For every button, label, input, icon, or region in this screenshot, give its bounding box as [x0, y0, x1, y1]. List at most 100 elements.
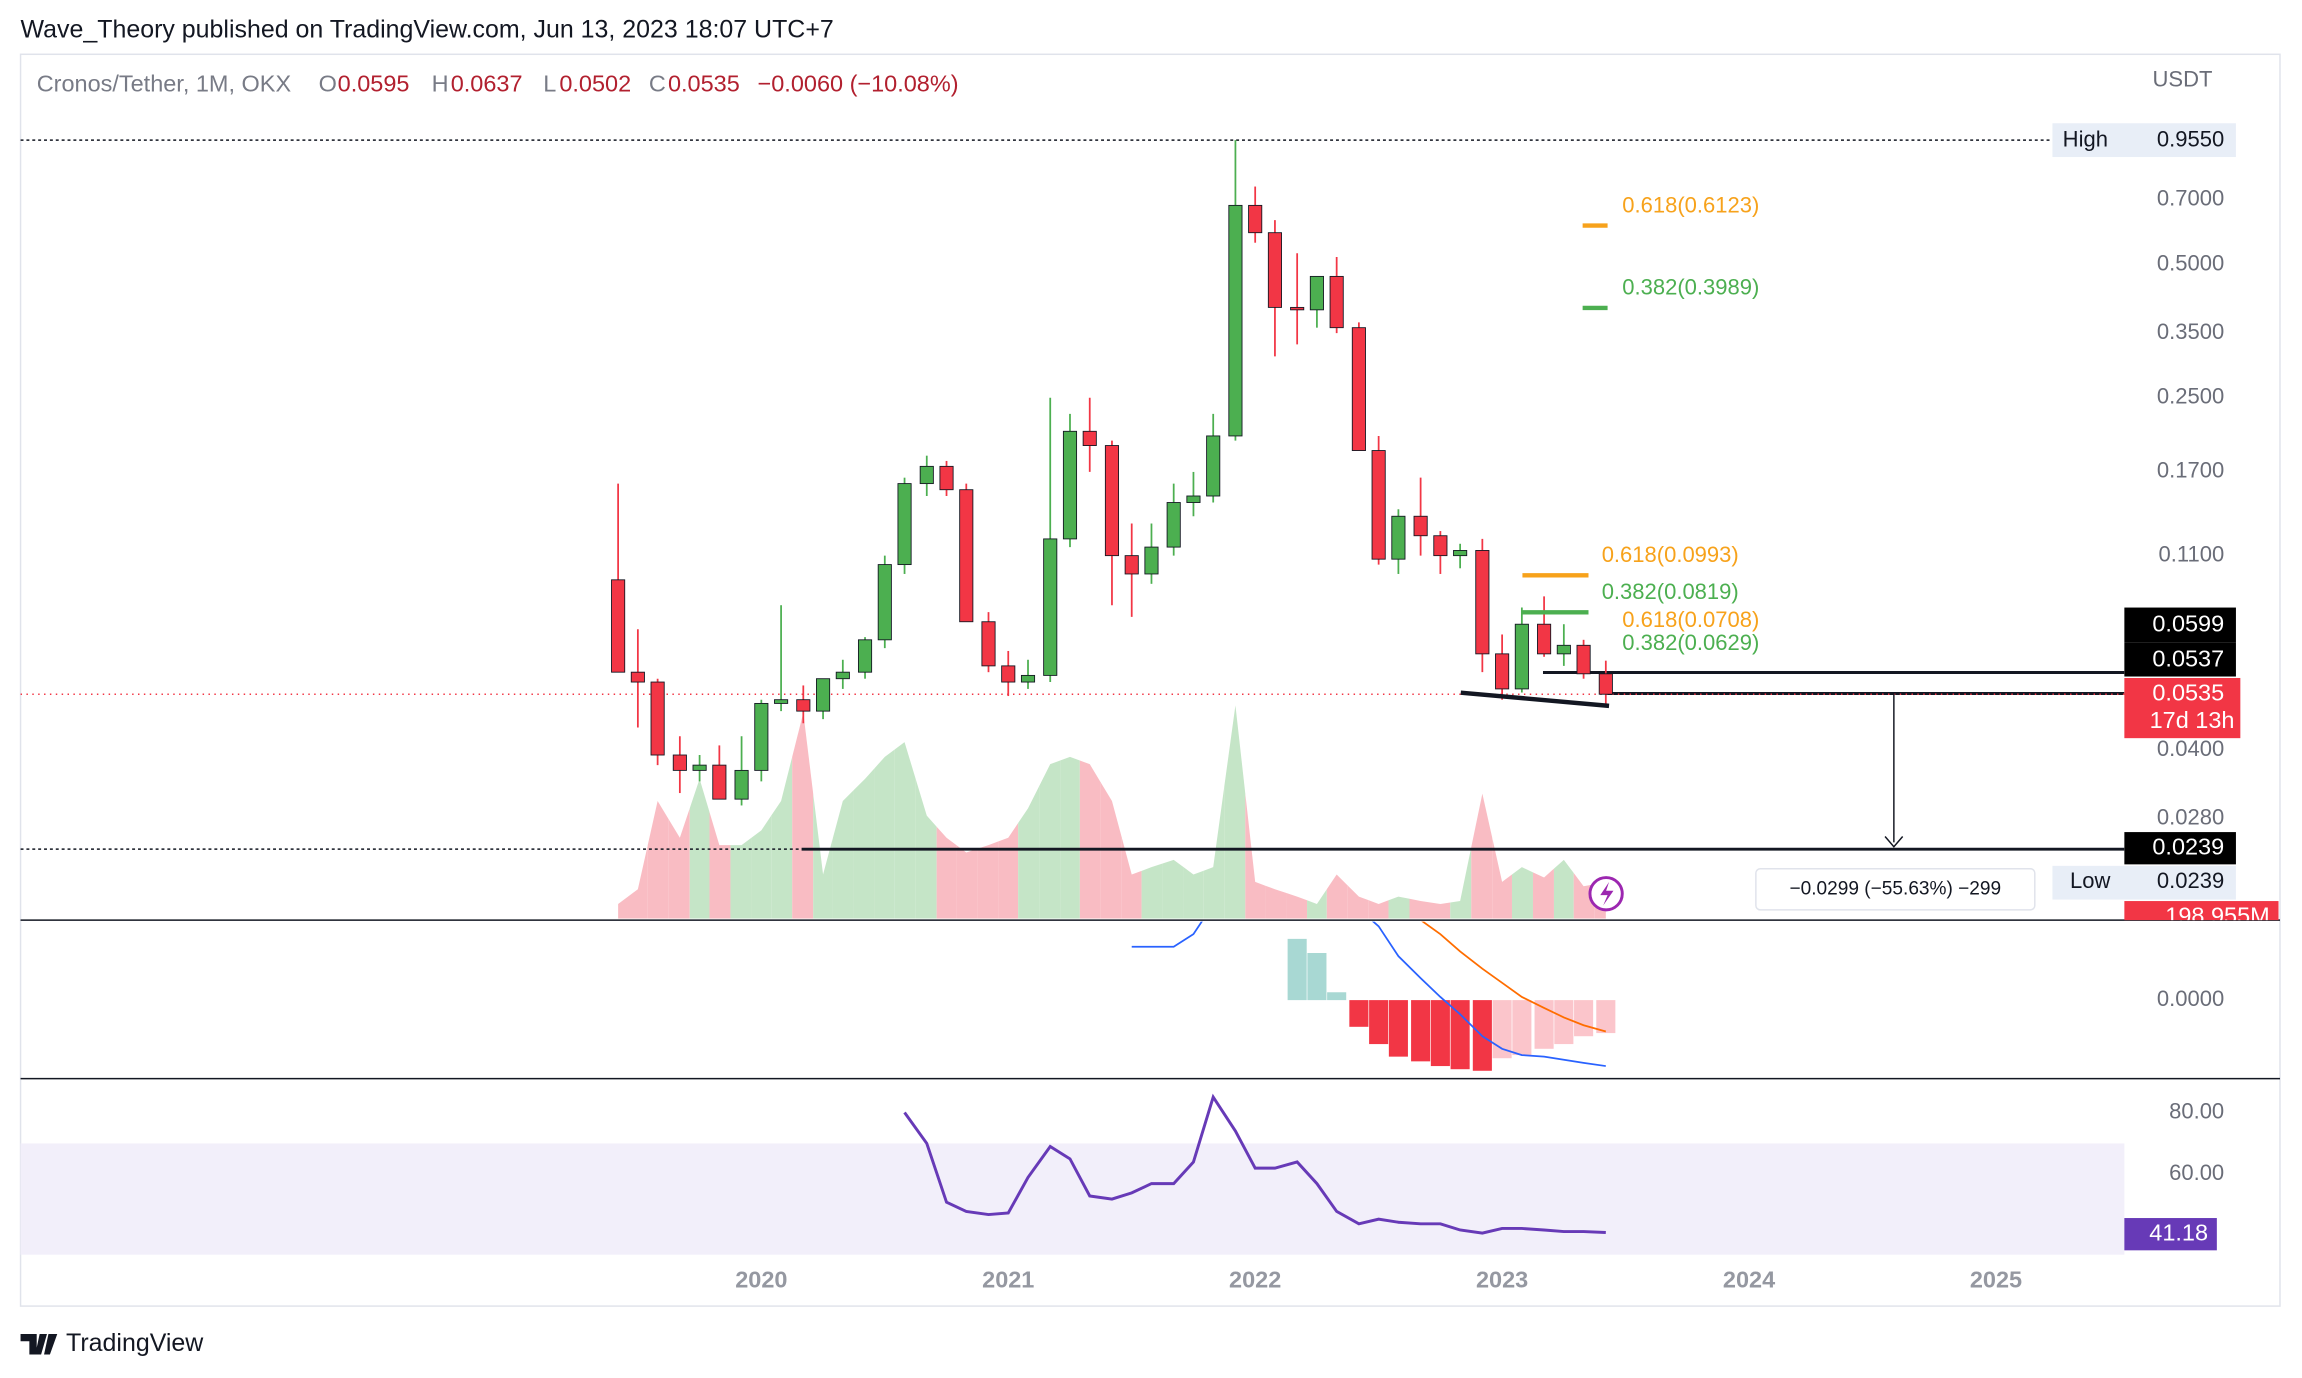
trend-line [1460, 690, 1610, 709]
volume-tag-group: 198.955M [2124, 901, 2279, 921]
volume-area [1409, 898, 1431, 919]
candle-body [1124, 555, 1139, 575]
volume-area [627, 845, 648, 919]
candle-body [1351, 327, 1366, 451]
candle-body [734, 769, 749, 800]
price-layer [20, 139, 2125, 851]
candle-body [857, 639, 873, 673]
volume-area [792, 712, 814, 919]
macd-histogram-bar [1534, 1000, 1554, 1049]
macd-histogram-bar [1512, 1000, 1532, 1056]
candle-body [1556, 644, 1571, 655]
candle-body [1433, 535, 1448, 557]
macd-histogram-bar [1349, 1000, 1369, 1027]
macd-histogram-bar [1554, 1000, 1574, 1045]
macd-histogram-bar [1287, 938, 1307, 1001]
volume-area [1368, 900, 1389, 919]
price-tag [2124, 642, 2236, 677]
volume-area [771, 756, 793, 919]
candle-body [959, 489, 974, 623]
rsi-line [903, 1093, 1606, 1235]
candle-body [1329, 275, 1344, 329]
high-label: High [2063, 127, 2108, 152]
high-tag [2052, 123, 2236, 158]
low-value: 0.0239 [2157, 868, 2224, 893]
axis-layer: 0.7000 0.5000 0.3500 0.2500 0.1700 0.1100 0.04… [735, 186, 2224, 1293]
symbol-label: Cronos/Tether, 1M, OKX [37, 70, 292, 96]
volume-area [1265, 885, 1287, 919]
candle-body [712, 764, 727, 800]
candle-body [1309, 275, 1324, 311]
volume-area [1388, 896, 1410, 919]
legend-key: O [319, 70, 337, 96]
candle-body [1248, 204, 1263, 234]
fib-label: 0.382(0.3989) [1622, 275, 1759, 300]
candle-body [1576, 644, 1591, 675]
y-tick-label: 0.1700 [2157, 458, 2224, 483]
candle-body [1391, 515, 1406, 560]
y-tick-label: 0.0400 [2157, 736, 2224, 761]
candle-body [1228, 204, 1243, 437]
x-tick-label: 2025 [1970, 1266, 2022, 1292]
candle-body [672, 754, 687, 771]
macd-histogram-bar [1596, 1000, 1616, 1034]
volume-area [647, 800, 669, 919]
volume-area [1183, 867, 1204, 919]
signal-line [1421, 921, 1607, 1033]
rsi-background [20, 1143, 2125, 1255]
legend-value: 0.0502 [559, 70, 631, 96]
legend-value: 0.0595 [338, 70, 410, 96]
volume-area [977, 841, 999, 919]
macd-histogram-bar [1492, 1000, 1512, 1059]
volume-layer [618, 705, 1606, 919]
macd-histogram-bar [1450, 1000, 1470, 1070]
candle-body [1186, 495, 1201, 503]
x-tick-label: 2024 [1723, 1266, 1775, 1292]
macd-histogram-bar [1307, 953, 1327, 1001]
volume-area [1079, 760, 1101, 919]
volume-area [894, 742, 916, 919]
volume-area [709, 811, 731, 919]
low-tag [2052, 865, 2236, 900]
volume-area [1573, 873, 1595, 919]
measure-label: −0.0299 (−55.63%) −299 [1789, 878, 2001, 899]
legend-value: 0.0535 [668, 70, 740, 96]
x-tick-label: 2020 [735, 1266, 787, 1292]
volume-area [853, 767, 875, 919]
candle-body [897, 483, 912, 566]
candle-body [630, 671, 645, 683]
macd-line [1131, 921, 1606, 1067]
volume-area [1532, 868, 1554, 919]
macd-tick-label: 0.0000 [2157, 986, 2224, 1011]
last-price-label: 0.0535 [2152, 679, 2224, 705]
candle-body [650, 681, 665, 756]
legend-key: C [649, 70, 666, 96]
x-tick-label: 2022 [1229, 1266, 1281, 1292]
volume-area [1060, 756, 1080, 919]
price-tag-label: 0.0239 [2152, 833, 2224, 859]
price-tag-label: 0.0537 [2152, 646, 2224, 672]
volume-area [1203, 786, 1225, 919]
rsi-layer [903, 1093, 1606, 1235]
candle-body [1001, 665, 1016, 683]
macd-histogram-bar [1411, 1000, 1431, 1062]
y-tick-label: 0.0280 [2157, 805, 2224, 830]
volume-area [998, 823, 1019, 919]
measure-arrowhead [1884, 836, 1904, 848]
candle-body [1495, 653, 1510, 690]
candle-body [1043, 538, 1058, 676]
legend-change: −0.0060 (−10.08%) [758, 70, 959, 96]
candle-body [939, 465, 954, 491]
low-label: Low [2070, 868, 2110, 893]
rsi-band [20, 1143, 2125, 1255]
candle-body [1267, 232, 1282, 308]
candle-body [877, 564, 892, 641]
volume-area [874, 749, 895, 919]
price-tag-label: 0.0599 [2152, 610, 2224, 636]
volume-area [1347, 885, 1369, 919]
candle-body [1206, 435, 1221, 497]
candle-body [774, 699, 789, 704]
candle-body [1144, 546, 1159, 575]
